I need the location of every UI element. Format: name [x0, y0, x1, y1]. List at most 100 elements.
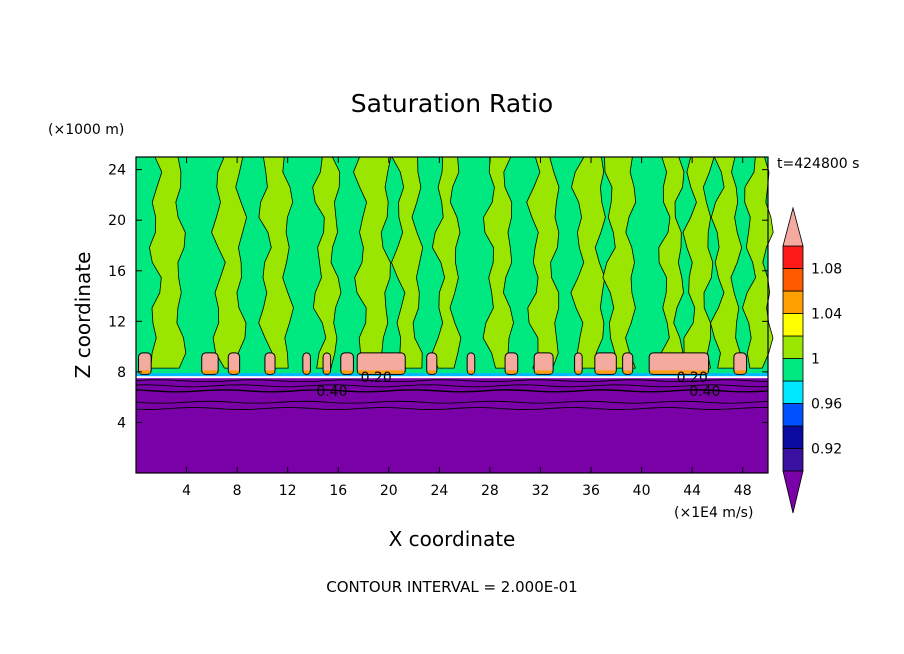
x-axis-ticks: 4 8 12 16 20 24 28 32 36 40 44 48: [182, 157, 752, 499]
y-tick-label: 16: [108, 264, 126, 280]
chart-title: Saturation Ratio: [351, 89, 553, 118]
x-tick-label: 44: [683, 483, 701, 499]
cloud-cap-edge: [303, 370, 310, 374]
supersaturated-column: [682, 156, 715, 369]
x-tick-label: 28: [481, 483, 499, 499]
cloud-cap: [622, 352, 634, 375]
cloud-cap-edge: [341, 370, 353, 374]
cloud-cap-edge: [623, 370, 632, 374]
cloud-cap-edge: [202, 370, 218, 374]
cloud-cap: [302, 352, 311, 375]
colorbar-bin: [782, 425, 804, 449]
y-tick-label: 12: [108, 314, 126, 330]
cloud-cap-edge: [427, 370, 436, 374]
cloud-cap-edge: [324, 370, 330, 374]
cloud-cap: [322, 352, 332, 375]
cloud-cap: [533, 352, 554, 375]
colorbar-bin: [782, 290, 804, 314]
x-tick-label: 8: [233, 483, 242, 499]
y-tick-label: 4: [117, 415, 126, 431]
contour-label: 0.20: [361, 370, 392, 386]
x-tick-label: 12: [279, 483, 297, 499]
cloud-cap-edge: [265, 370, 275, 374]
colorbar-label: 0.96: [811, 397, 842, 413]
cloud-cap: [574, 352, 583, 375]
cloud-cap: [201, 352, 219, 375]
cloud-cap: [733, 352, 748, 375]
x-tick-label: 40: [633, 483, 651, 499]
contour-line: [135, 384, 769, 388]
colorbar-bin: [782, 380, 804, 404]
cloud-cap-edge: [734, 370, 746, 374]
x-tick-label: 36: [582, 483, 600, 499]
supersaturated-column: [258, 156, 294, 369]
x-tick-label: 24: [430, 483, 448, 499]
colorbar-label: 1.04: [811, 307, 842, 323]
cloud-cap: [648, 352, 710, 375]
y-tick-label: 8: [117, 365, 126, 381]
cloud-cap: [356, 352, 406, 375]
cloud-cap: [340, 352, 354, 375]
contour-label: 0.20: [677, 370, 708, 386]
supersaturated-column: [602, 156, 637, 369]
cloud-cap: [138, 352, 152, 375]
cloud-cap-edge: [229, 370, 239, 374]
cloud-cap-edge: [535, 370, 553, 374]
colorbar-bin: [782, 313, 804, 337]
cloud-cap-edge: [650, 370, 708, 374]
cloud-cap-edge: [358, 370, 405, 374]
cloud-cap: [594, 352, 617, 375]
time-label: t=424800 s: [777, 156, 859, 172]
colorbar-over-arrow: [782, 206, 804, 247]
y-tick-label: 24: [108, 163, 126, 179]
x-unit-label: (×1E4 m/s): [674, 505, 753, 521]
colorbar-bin: [782, 335, 804, 359]
y-unit-label: (×1000 m): [48, 122, 124, 138]
x-tick-label: 4: [182, 483, 191, 499]
x-tick-label: 20: [380, 483, 398, 499]
colorbar-bin: [782, 448, 804, 472]
x-tick-label: 48: [734, 483, 752, 499]
cloud-cap: [466, 352, 476, 375]
contour-line: [135, 407, 768, 410]
cloud-cap: [504, 352, 519, 375]
x-tick-label: 16: [329, 483, 347, 499]
colorbar: 0.92 0.96 1 1.04 1.08: [782, 206, 842, 514]
colorbar-label: 1.08: [811, 262, 842, 278]
contour-interval-note: CONTOUR INTERVAL = 2.000E-01: [326, 578, 577, 596]
y-axis-ticks: 4 8 12 16 20 24: [108, 163, 768, 431]
colorbar-under-arrow: [782, 470, 804, 514]
supersaturated-column: [742, 156, 774, 369]
cloud-cap-edge: [595, 370, 616, 374]
x-tick-label: 32: [532, 483, 550, 499]
colorbar-bin: [782, 268, 804, 292]
x-axis-label: X coordinate: [389, 527, 516, 551]
cloud-cap-edge: [506, 370, 517, 374]
colorbar-label: 1: [811, 352, 820, 368]
cloud-cap-edge: [468, 370, 474, 374]
supersaturated-column: [148, 156, 187, 369]
colorbar-bin: [782, 245, 804, 269]
contour-label: 0.40: [689, 384, 720, 400]
contour-plot-area: [136, 156, 774, 473]
contour-label: 0.40: [316, 384, 347, 400]
contour-line: [135, 379, 769, 383]
contour-lines: [135, 379, 769, 410]
colorbar-bin: [782, 358, 804, 382]
colorbar-bin: [782, 403, 804, 427]
low-subsaturated-layer: [136, 378, 768, 473]
cloud-cap: [426, 352, 438, 375]
contour-line: [135, 389, 769, 393]
contour-line: [135, 400, 769, 404]
cloud-cap-edge: [139, 370, 151, 374]
cloud-cap: [227, 352, 241, 375]
colorbar-label: 0.92: [811, 442, 842, 458]
cloud-cap: [264, 352, 276, 375]
plot-frame: [135, 156, 769, 474]
supersaturated-column: [391, 156, 424, 369]
contour-labels: 0.200.400.200.40: [316, 370, 720, 400]
cloud-base-band: [136, 373, 768, 377]
supersaturated-column: [431, 156, 462, 369]
y-axis-label: Z coordinate: [71, 252, 95, 379]
cloud-cap-edge: [575, 370, 582, 374]
